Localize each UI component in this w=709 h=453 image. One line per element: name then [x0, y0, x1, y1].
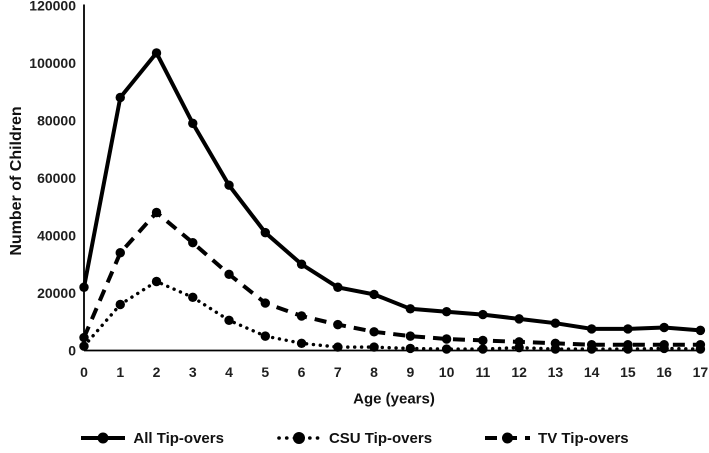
data-point [369, 327, 379, 337]
y-tick-label: 120000 [29, 0, 76, 14]
data-point [478, 335, 488, 346]
series-line-dotted [82, 279, 703, 351]
legend-label-tv-tipovers: TV Tip-overs [538, 429, 629, 447]
data-point [151, 207, 162, 218]
x-tick-label: 11 [475, 364, 490, 380]
y-tick-label: 60000 [37, 170, 76, 186]
data-point [405, 343, 416, 354]
x-tick-label: 17 [693, 364, 709, 380]
data-point [659, 340, 669, 350]
legend-marker-solid-icon [81, 432, 126, 444]
data-point [333, 319, 343, 330]
data-point [260, 298, 270, 308]
data-point [296, 338, 307, 349]
y-tick-label: 80000 [37, 113, 76, 129]
legend-label-all-tipovers: All Tip-overs [133, 429, 224, 447]
data-point [115, 92, 125, 103]
data-point [79, 332, 89, 343]
data-point [405, 304, 416, 314]
y-tick-label: 0 [68, 343, 76, 359]
x-tick-label: 14 [584, 364, 600, 380]
data-point [478, 309, 488, 320]
data-point [405, 331, 416, 341]
data-point [550, 318, 561, 328]
x-tick-label: 5 [261, 364, 269, 380]
data-point [224, 269, 234, 280]
x-tick-label: 7 [334, 364, 342, 380]
data-point [478, 344, 488, 354]
data-point [79, 341, 89, 351]
data-point [514, 337, 524, 347]
data-point [623, 324, 633, 334]
data-point [224, 315, 234, 326]
x-tick-label: 10 [439, 364, 455, 380]
data-point [260, 331, 270, 341]
data-point [151, 48, 162, 58]
legend-label-csu-tipovers: CSU Tip-overs [328, 429, 433, 447]
legend-item-csu-tipovers: CSU Tip-overs [276, 430, 432, 447]
data-point [296, 259, 307, 269]
data-point [79, 282, 89, 292]
data-point [695, 340, 706, 350]
y-tick-label: 40000 [37, 228, 76, 244]
data-point [441, 334, 452, 344]
data-point [550, 338, 561, 349]
data-point [115, 248, 125, 258]
x-tick-label: 3 [189, 364, 197, 380]
legend-item-tv-tipovers: TV Tip-overs [484, 430, 629, 447]
x-tick-label: 16 [656, 364, 672, 380]
x-tick-label: 9 [406, 364, 414, 380]
series-line-dashed [82, 209, 701, 347]
series-line-solid [82, 49, 701, 333]
data-point [188, 118, 198, 129]
data-point [623, 340, 633, 350]
x-tick-label: 1 [116, 364, 124, 380]
data-point [659, 322, 669, 333]
x-tick-label: 4 [225, 364, 233, 380]
data-point [695, 325, 706, 336]
x-axis-title: Age (years) [353, 390, 435, 408]
x-tick-label: 15 [620, 364, 636, 380]
data-point [260, 227, 270, 238]
data-point [224, 180, 234, 190]
y-tick-label: 100000 [29, 55, 76, 71]
x-tick-label: 13 [548, 364, 564, 380]
data-point [369, 289, 379, 300]
data-point [296, 311, 307, 321]
x-tick-label: 2 [153, 364, 161, 380]
data-point [188, 292, 198, 303]
data-point [441, 344, 452, 354]
x-tick-label: 6 [298, 364, 306, 380]
data-point [151, 276, 162, 287]
data-point [115, 299, 125, 310]
data-point [586, 340, 597, 350]
data-point [333, 342, 343, 352]
x-tick-label: 12 [511, 364, 527, 380]
data-point [369, 342, 379, 352]
y-axis-title: Number of Children [8, 106, 25, 256]
data-point [188, 237, 198, 248]
y-tick-label: 20000 [37, 285, 76, 301]
x-tick-label: 8 [370, 364, 378, 380]
data-point [441, 306, 452, 317]
legend-marker-dotted-icon [277, 432, 321, 444]
legend-item-all-tipovers: All Tip-overs [80, 430, 224, 447]
legend-marker-dashed-icon [485, 432, 531, 444]
data-point [586, 324, 597, 334]
data-point [333, 282, 343, 292]
x-tick-label: 0 [80, 364, 88, 380]
legend: All Tip-overs CSU Tip-overs TV Tip-overs [0, 425, 709, 451]
data-point [514, 314, 524, 324]
